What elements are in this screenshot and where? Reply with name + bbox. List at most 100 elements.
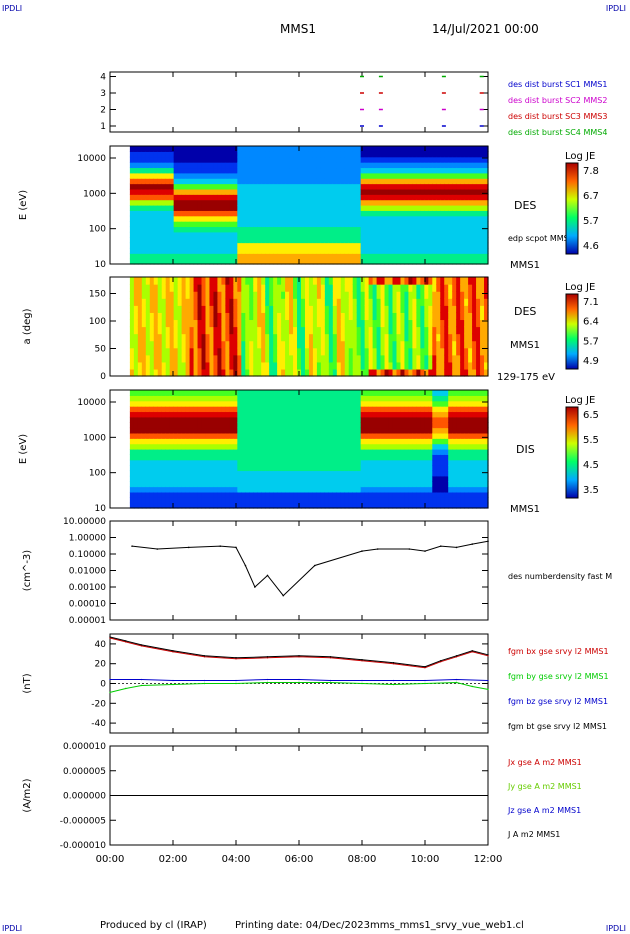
des-energy-cell [472,194,477,201]
des-pitch-cell [145,277,151,285]
des-energy-cell [300,210,306,217]
des-energy-cell [324,183,330,190]
des-energy-bottom-label: MMS1 [510,260,540,271]
des-energy-cell [265,172,270,179]
des-pitch-cell [356,284,362,292]
des-pitch-cell [376,298,382,306]
dis-energy-cell [308,475,314,482]
des-energy-cell [249,226,254,233]
des-pitch-cell [297,319,302,328]
des-pitch-cell [456,305,461,313]
des-energy-colorbar-tick: 6.7 [583,191,599,202]
des-energy-cell [169,231,175,238]
des-energy-cell [245,205,250,211]
des-energy-cell [285,242,290,249]
des-energy-cell [416,226,421,233]
des-energy-cell [193,231,199,238]
des-energy-cell [197,205,203,211]
des-pitch-cell [249,305,254,313]
des-pitch-cell [428,347,433,356]
dis-energy-cell [420,470,425,477]
des-energy-cell [376,205,382,211]
des-pitch-cell [257,291,262,299]
des-energy-cell [249,162,254,169]
des-pitch-cell [233,312,238,321]
des-energy-cell [476,199,481,206]
des-pitch-cell [376,354,382,363]
des-pitch-cell [456,340,461,349]
dis-energy-cell [129,486,135,493]
des-energy-cell [472,210,477,217]
dis-energy-cell [297,406,302,413]
dis-energy-cell [368,502,374,509]
des-pitch-cell [308,298,314,306]
dis-energy-cell [404,395,410,402]
dis-energy-cell [304,416,310,423]
dis-energy-cell [380,486,386,493]
des-energy-cell [153,205,159,211]
dis-energy-cell [285,400,290,407]
dis-energy-cell [257,390,262,396]
des-energy-cell [328,151,334,158]
dis-energy-cell [141,465,147,472]
des-energy-cell [412,210,417,217]
des-energy-cell [277,242,282,249]
des-energy-cell [360,242,366,249]
dis-energy-cell [229,475,234,482]
des-energy-cell [356,205,362,211]
des-pitch-cell [424,284,429,292]
des-energy-cell [400,231,406,238]
des-energy-cell [229,183,234,190]
des-pitch-cell [277,298,282,306]
des-energy-cell [436,188,441,195]
des-pitch-cell [472,298,477,306]
des-energy-cell [221,215,226,222]
dis-energy-cell [145,432,151,439]
dis-energy-cell [141,481,147,488]
des-energy-cell [153,178,159,185]
des-energy-cell [392,162,398,169]
des-pitch-cell [229,368,234,377]
dis-energy-cell [352,502,358,509]
des-pitch-cell [189,305,195,313]
des-pitch-cell [145,368,151,377]
des-pitch-cell [372,284,378,292]
des-energy-cell [344,146,350,152]
dis-energy-cell [249,486,254,493]
dis-energy-cell [265,470,270,477]
des-energy-cell [201,183,207,190]
des-pitch-cell [376,326,382,335]
dis-energy-cell [161,459,167,466]
des-energy-cell [137,242,143,249]
des-pitch-cell [480,340,485,349]
des-pitch-cell [336,347,342,356]
dis-energy-cell [153,454,159,461]
des-pitch-cell [153,312,159,321]
des-energy-cell [388,221,394,228]
dis-energy-cell [213,400,219,407]
des-energy-cell [165,178,171,185]
des-pitch-cell [241,284,246,292]
dis-energy-cell [352,411,358,418]
des-energy-cell [468,247,473,254]
des-pitch-cell [161,291,167,299]
des-energy-cell [460,221,465,228]
des-energy-cell [436,242,441,249]
des-energy-cell [388,247,394,254]
des-energy-cell [392,253,398,260]
dis-energy-cell [189,443,195,450]
des-pitch-cell [241,319,246,328]
des-energy-cell [340,167,346,174]
dis-energy-cell [225,459,230,466]
des-pitch-cell [261,312,266,321]
des-energy-cell [316,231,322,238]
dis-energy-cell [137,395,143,402]
dis-energy-cell [269,497,274,504]
des-energy-cell [404,162,410,169]
dis-energy-cell [273,459,278,466]
des-pitch-cell [145,333,151,342]
des-pitch-cell [209,277,215,285]
dis-energy-cell [221,481,226,488]
des-energy-cell [265,183,270,190]
dis-energy-cell [408,481,413,488]
